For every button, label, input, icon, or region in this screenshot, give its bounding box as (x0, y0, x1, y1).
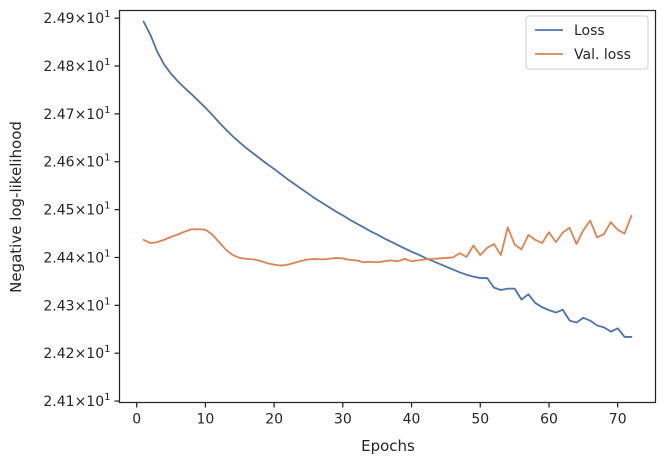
x-tick-label: 40 (403, 412, 421, 428)
x-tick-label: 60 (540, 412, 558, 428)
x-tick-label: 20 (265, 412, 283, 428)
y-tick-exponent: 1 (104, 296, 110, 307)
y-tick-base: 10 (86, 394, 104, 410)
plot-area (119, 10, 656, 403)
y-tick-mantissa: 2.49 (43, 11, 74, 27)
y-tick-exponent: 1 (104, 344, 110, 355)
y-tick-times: × (75, 394, 87, 410)
y-tick-mantissa: 2.44 (43, 250, 74, 266)
y-tick-times: × (75, 155, 87, 171)
x-axis-label: Epochs (361, 437, 415, 455)
y-tick-base: 10 (86, 107, 104, 123)
y-tick-mantissa: 2.43 (43, 298, 74, 314)
y-tick-label: 2.43×101 (43, 296, 110, 314)
y-tick-times: × (75, 11, 87, 27)
y-tick-label: 2.44×101 (43, 248, 110, 266)
y-tick-exponent: 1 (104, 9, 110, 20)
y-tick-label: 2.42×101 (43, 344, 110, 362)
y-tick-label: 2.47×101 (43, 105, 110, 123)
y-tick-base: 10 (86, 11, 104, 27)
y-tick-label: 2.45×101 (43, 201, 110, 219)
y-tick-exponent: 1 (104, 201, 110, 212)
y-tick-base: 10 (86, 346, 104, 362)
y-tick-base: 10 (86, 250, 104, 266)
series-layer (142, 20, 633, 338)
y-tick-label: 2.41×101 (43, 392, 110, 410)
x-tick-label: 70 (609, 412, 627, 428)
y-tick-base: 10 (86, 203, 104, 219)
y-tick-mantissa: 2.42 (43, 346, 74, 362)
y-tick-label: 2.46×101 (43, 153, 110, 171)
y-tick-times: × (75, 107, 87, 123)
y-tick-base: 10 (86, 155, 104, 171)
x-tick-label: 0 (132, 412, 141, 428)
series-line-val-loss (142, 214, 633, 267)
y-tick-exponent: 1 (104, 57, 110, 68)
y-tick-mantissa: 2.46 (43, 155, 74, 171)
y-tick-base: 10 (86, 59, 104, 75)
y-tick-times: × (75, 298, 87, 314)
legend-label-loss: Loss (574, 23, 605, 39)
y-tick-times: × (75, 59, 87, 75)
y-tick-mantissa: 2.48 (43, 59, 74, 75)
y-tick-label: 2.49×101 (43, 9, 110, 27)
series-line-loss (142, 20, 633, 338)
y-tick-mantissa: 2.41 (43, 394, 74, 410)
y-tick-label: 2.48×101 (43, 57, 110, 75)
plot-frame (118, 9, 657, 404)
x-tick-label: 50 (471, 412, 489, 428)
y-tick-base: 10 (86, 298, 104, 314)
y-tick-times: × (75, 250, 87, 266)
legend: Loss Val. loss (525, 15, 649, 70)
x-tick-label: 10 (196, 412, 214, 428)
y-tick-times: × (75, 346, 87, 362)
y-tick-exponent: 1 (104, 105, 110, 116)
y-tick-times: × (75, 203, 87, 219)
x-axis: 0 10 20 30 40 50 60 70 (132, 402, 627, 428)
y-tick-mantissa: 2.45 (43, 203, 74, 219)
y-tick-exponent: 1 (104, 153, 110, 164)
y-axis: 2.41×1012.42×1012.43×1012.44×1012.45×101… (43, 9, 120, 410)
x-tick-label: 30 (334, 412, 352, 428)
y-tick-mantissa: 2.47 (43, 107, 74, 123)
y-tick-exponent: 1 (104, 392, 110, 403)
y-tick-exponent: 1 (104, 248, 110, 259)
y-axis-label: Negative log-likelihood (7, 121, 25, 293)
legend-label-val-loss: Val. loss (574, 47, 631, 63)
